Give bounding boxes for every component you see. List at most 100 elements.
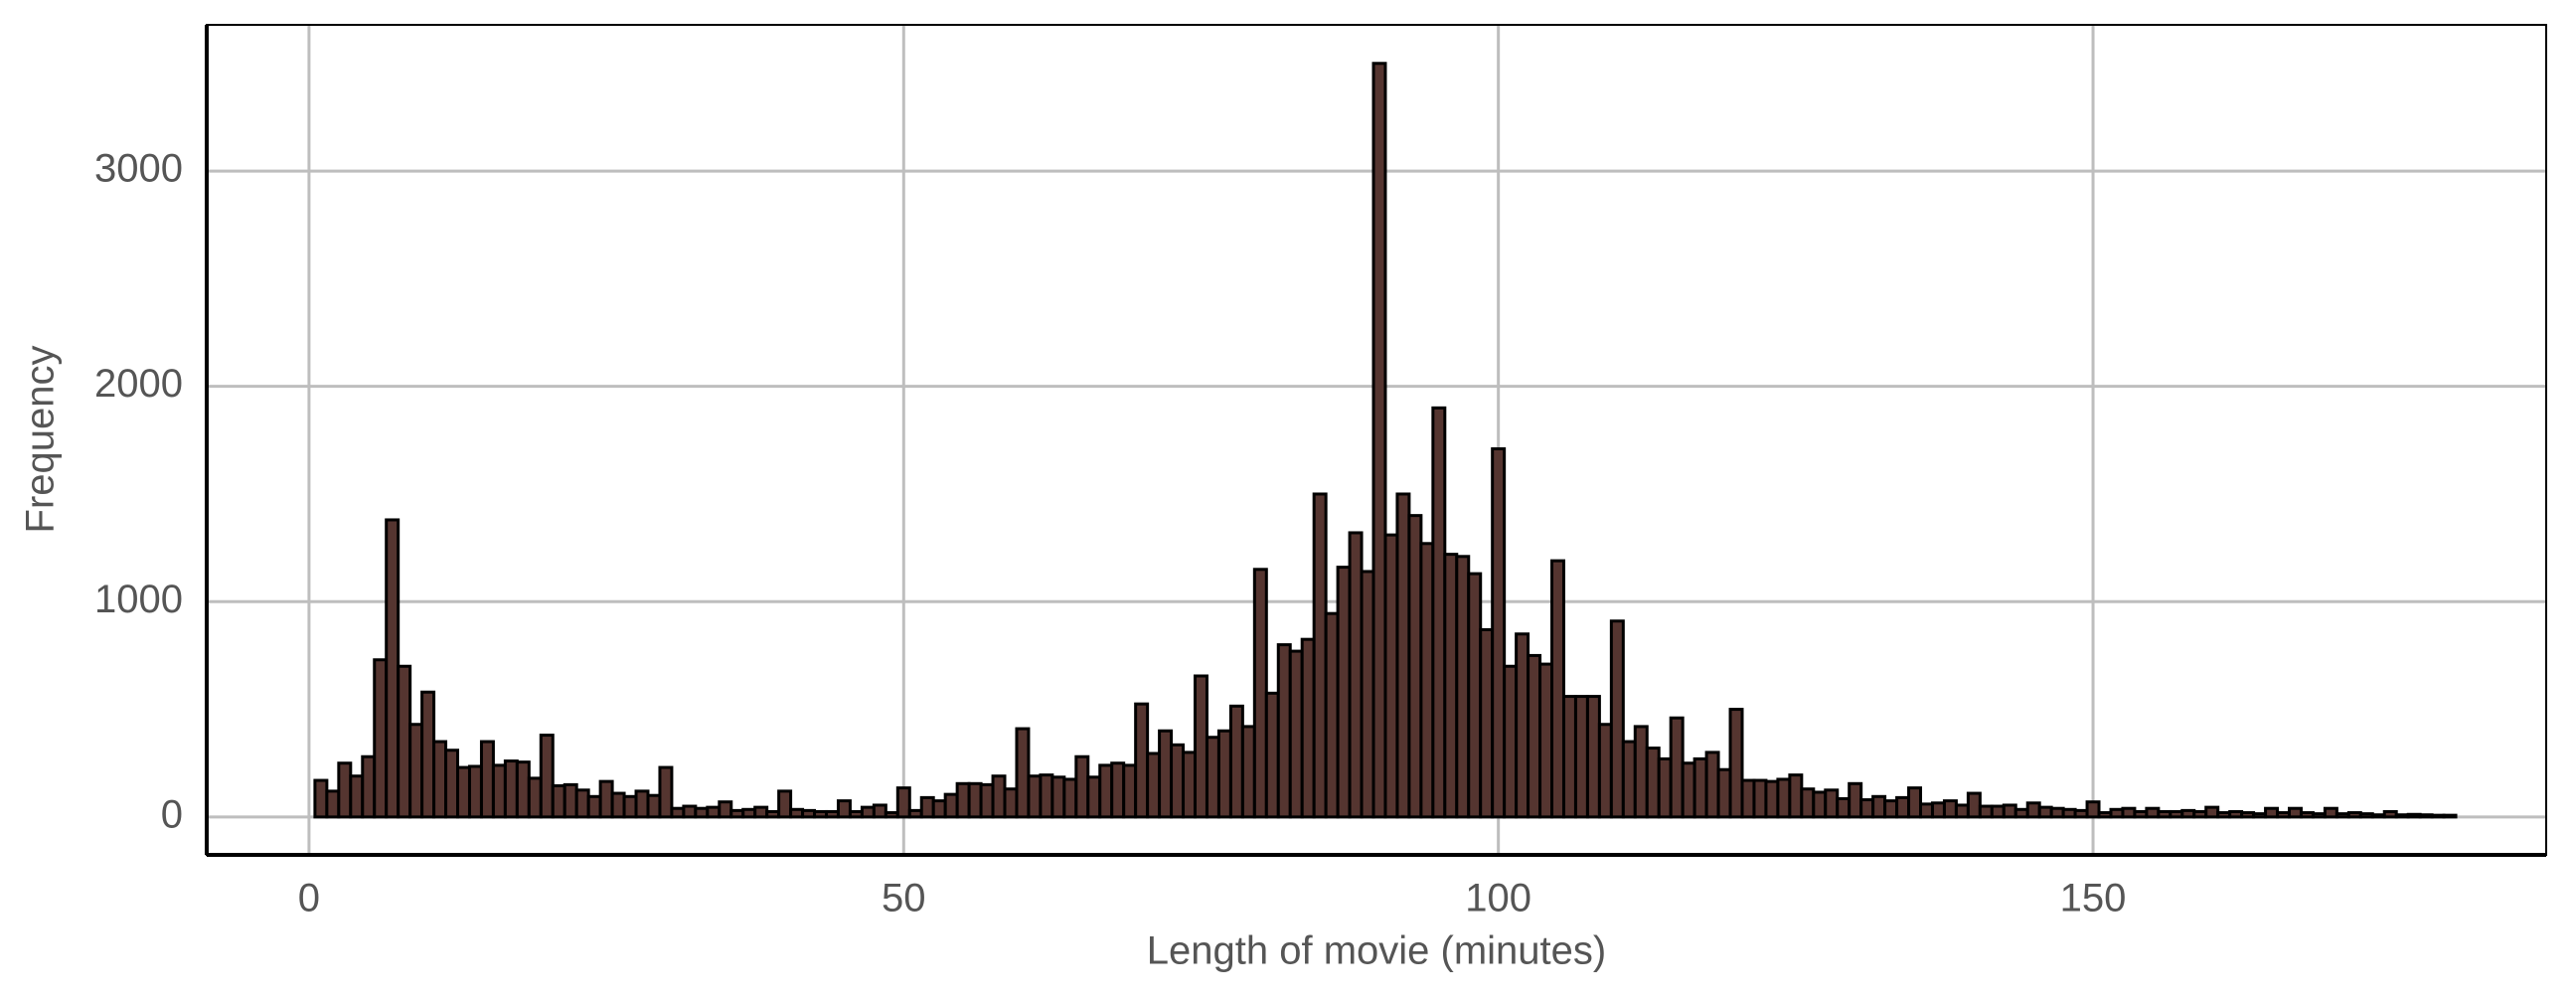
bar bbox=[1527, 653, 1542, 819]
bar bbox=[2025, 801, 2041, 819]
bar bbox=[1692, 756, 1708, 819]
bar bbox=[539, 734, 555, 819]
bar bbox=[1467, 572, 1483, 819]
bar bbox=[1681, 761, 1696, 819]
bar bbox=[1170, 743, 1186, 819]
bar bbox=[2145, 806, 2161, 819]
bar bbox=[1633, 725, 1649, 819]
bar bbox=[1871, 794, 1887, 819]
bar bbox=[361, 754, 377, 819]
bar bbox=[574, 788, 590, 819]
bar bbox=[479, 740, 495, 819]
bar bbox=[2370, 813, 2386, 819]
bar bbox=[1848, 781, 1863, 819]
bar bbox=[1395, 492, 1411, 819]
bar bbox=[1550, 559, 1565, 819]
bar bbox=[1954, 803, 1970, 819]
bar bbox=[765, 809, 781, 819]
bar bbox=[884, 811, 899, 819]
bar bbox=[456, 765, 471, 819]
y-tick-label: 1000 bbox=[94, 578, 183, 621]
bar bbox=[2204, 805, 2220, 819]
bar bbox=[1907, 786, 1923, 819]
bar bbox=[1003, 787, 1019, 819]
y-tick-label: 3000 bbox=[94, 147, 183, 191]
bar bbox=[1074, 754, 1090, 819]
bar bbox=[325, 789, 341, 819]
bar bbox=[2061, 807, 2077, 819]
bar bbox=[1930, 801, 1946, 819]
bar bbox=[467, 764, 483, 819]
bar bbox=[1122, 763, 1138, 819]
bar bbox=[2276, 811, 2292, 819]
bar bbox=[1062, 777, 1078, 819]
bar bbox=[2311, 812, 2327, 819]
bar bbox=[967, 781, 983, 819]
bar bbox=[777, 789, 793, 819]
bar bbox=[694, 806, 710, 819]
bar bbox=[2228, 809, 2244, 819]
bar bbox=[503, 759, 519, 819]
bar bbox=[1561, 695, 1577, 819]
y-tick-label: 0 bbox=[161, 792, 183, 836]
y-tick-label: 2000 bbox=[94, 362, 183, 406]
bar bbox=[2085, 800, 2101, 819]
bar bbox=[2002, 803, 2017, 819]
bar bbox=[385, 518, 401, 819]
bar bbox=[1371, 62, 1387, 819]
bar bbox=[586, 794, 602, 819]
bar bbox=[1419, 542, 1435, 819]
y-axis-title: Frequency bbox=[19, 346, 63, 534]
bar bbox=[1919, 802, 1934, 819]
bar bbox=[1431, 406, 1447, 819]
bar bbox=[563, 782, 578, 819]
bar bbox=[836, 799, 852, 819]
bar bbox=[2097, 811, 2113, 819]
bar bbox=[658, 765, 674, 819]
x-tick-label: 50 bbox=[882, 877, 926, 920]
bar bbox=[706, 805, 722, 819]
bar bbox=[729, 808, 745, 819]
bar bbox=[860, 805, 876, 819]
bar bbox=[955, 781, 971, 819]
bar bbox=[1503, 664, 1519, 819]
bar bbox=[2442, 813, 2458, 819]
bar bbox=[1228, 704, 1244, 819]
bar bbox=[979, 782, 995, 819]
bar bbox=[1252, 568, 1268, 819]
bar bbox=[943, 792, 959, 819]
bar bbox=[1015, 727, 1031, 819]
bar bbox=[907, 808, 923, 819]
bar bbox=[337, 761, 353, 819]
bar bbox=[1383, 533, 1399, 819]
bar bbox=[1645, 747, 1661, 819]
bar bbox=[2240, 811, 2256, 819]
bar bbox=[1800, 787, 1816, 819]
bar bbox=[646, 793, 662, 819]
bar bbox=[2073, 808, 2089, 819]
bar bbox=[1752, 778, 1768, 819]
bar bbox=[2334, 812, 2350, 819]
bar bbox=[2049, 806, 2065, 819]
bar bbox=[1764, 779, 1780, 819]
bar bbox=[2216, 811, 2232, 819]
bar bbox=[551, 783, 566, 819]
x-axis-title: Length of movie (minutes) bbox=[1147, 929, 1606, 973]
bar bbox=[2264, 806, 2280, 819]
bar bbox=[1098, 763, 1114, 819]
bar bbox=[1824, 788, 1840, 819]
bar bbox=[1455, 555, 1471, 819]
bar bbox=[753, 805, 769, 819]
bar bbox=[1942, 799, 1958, 819]
bar bbox=[1288, 649, 1304, 819]
bar bbox=[2288, 806, 2303, 819]
bar bbox=[444, 749, 460, 819]
bar bbox=[848, 809, 864, 819]
bar bbox=[813, 809, 829, 819]
bar bbox=[397, 664, 412, 819]
bar bbox=[1336, 566, 1352, 819]
bar bbox=[1193, 674, 1208, 819]
bar bbox=[1134, 702, 1150, 819]
bar bbox=[741, 807, 757, 819]
